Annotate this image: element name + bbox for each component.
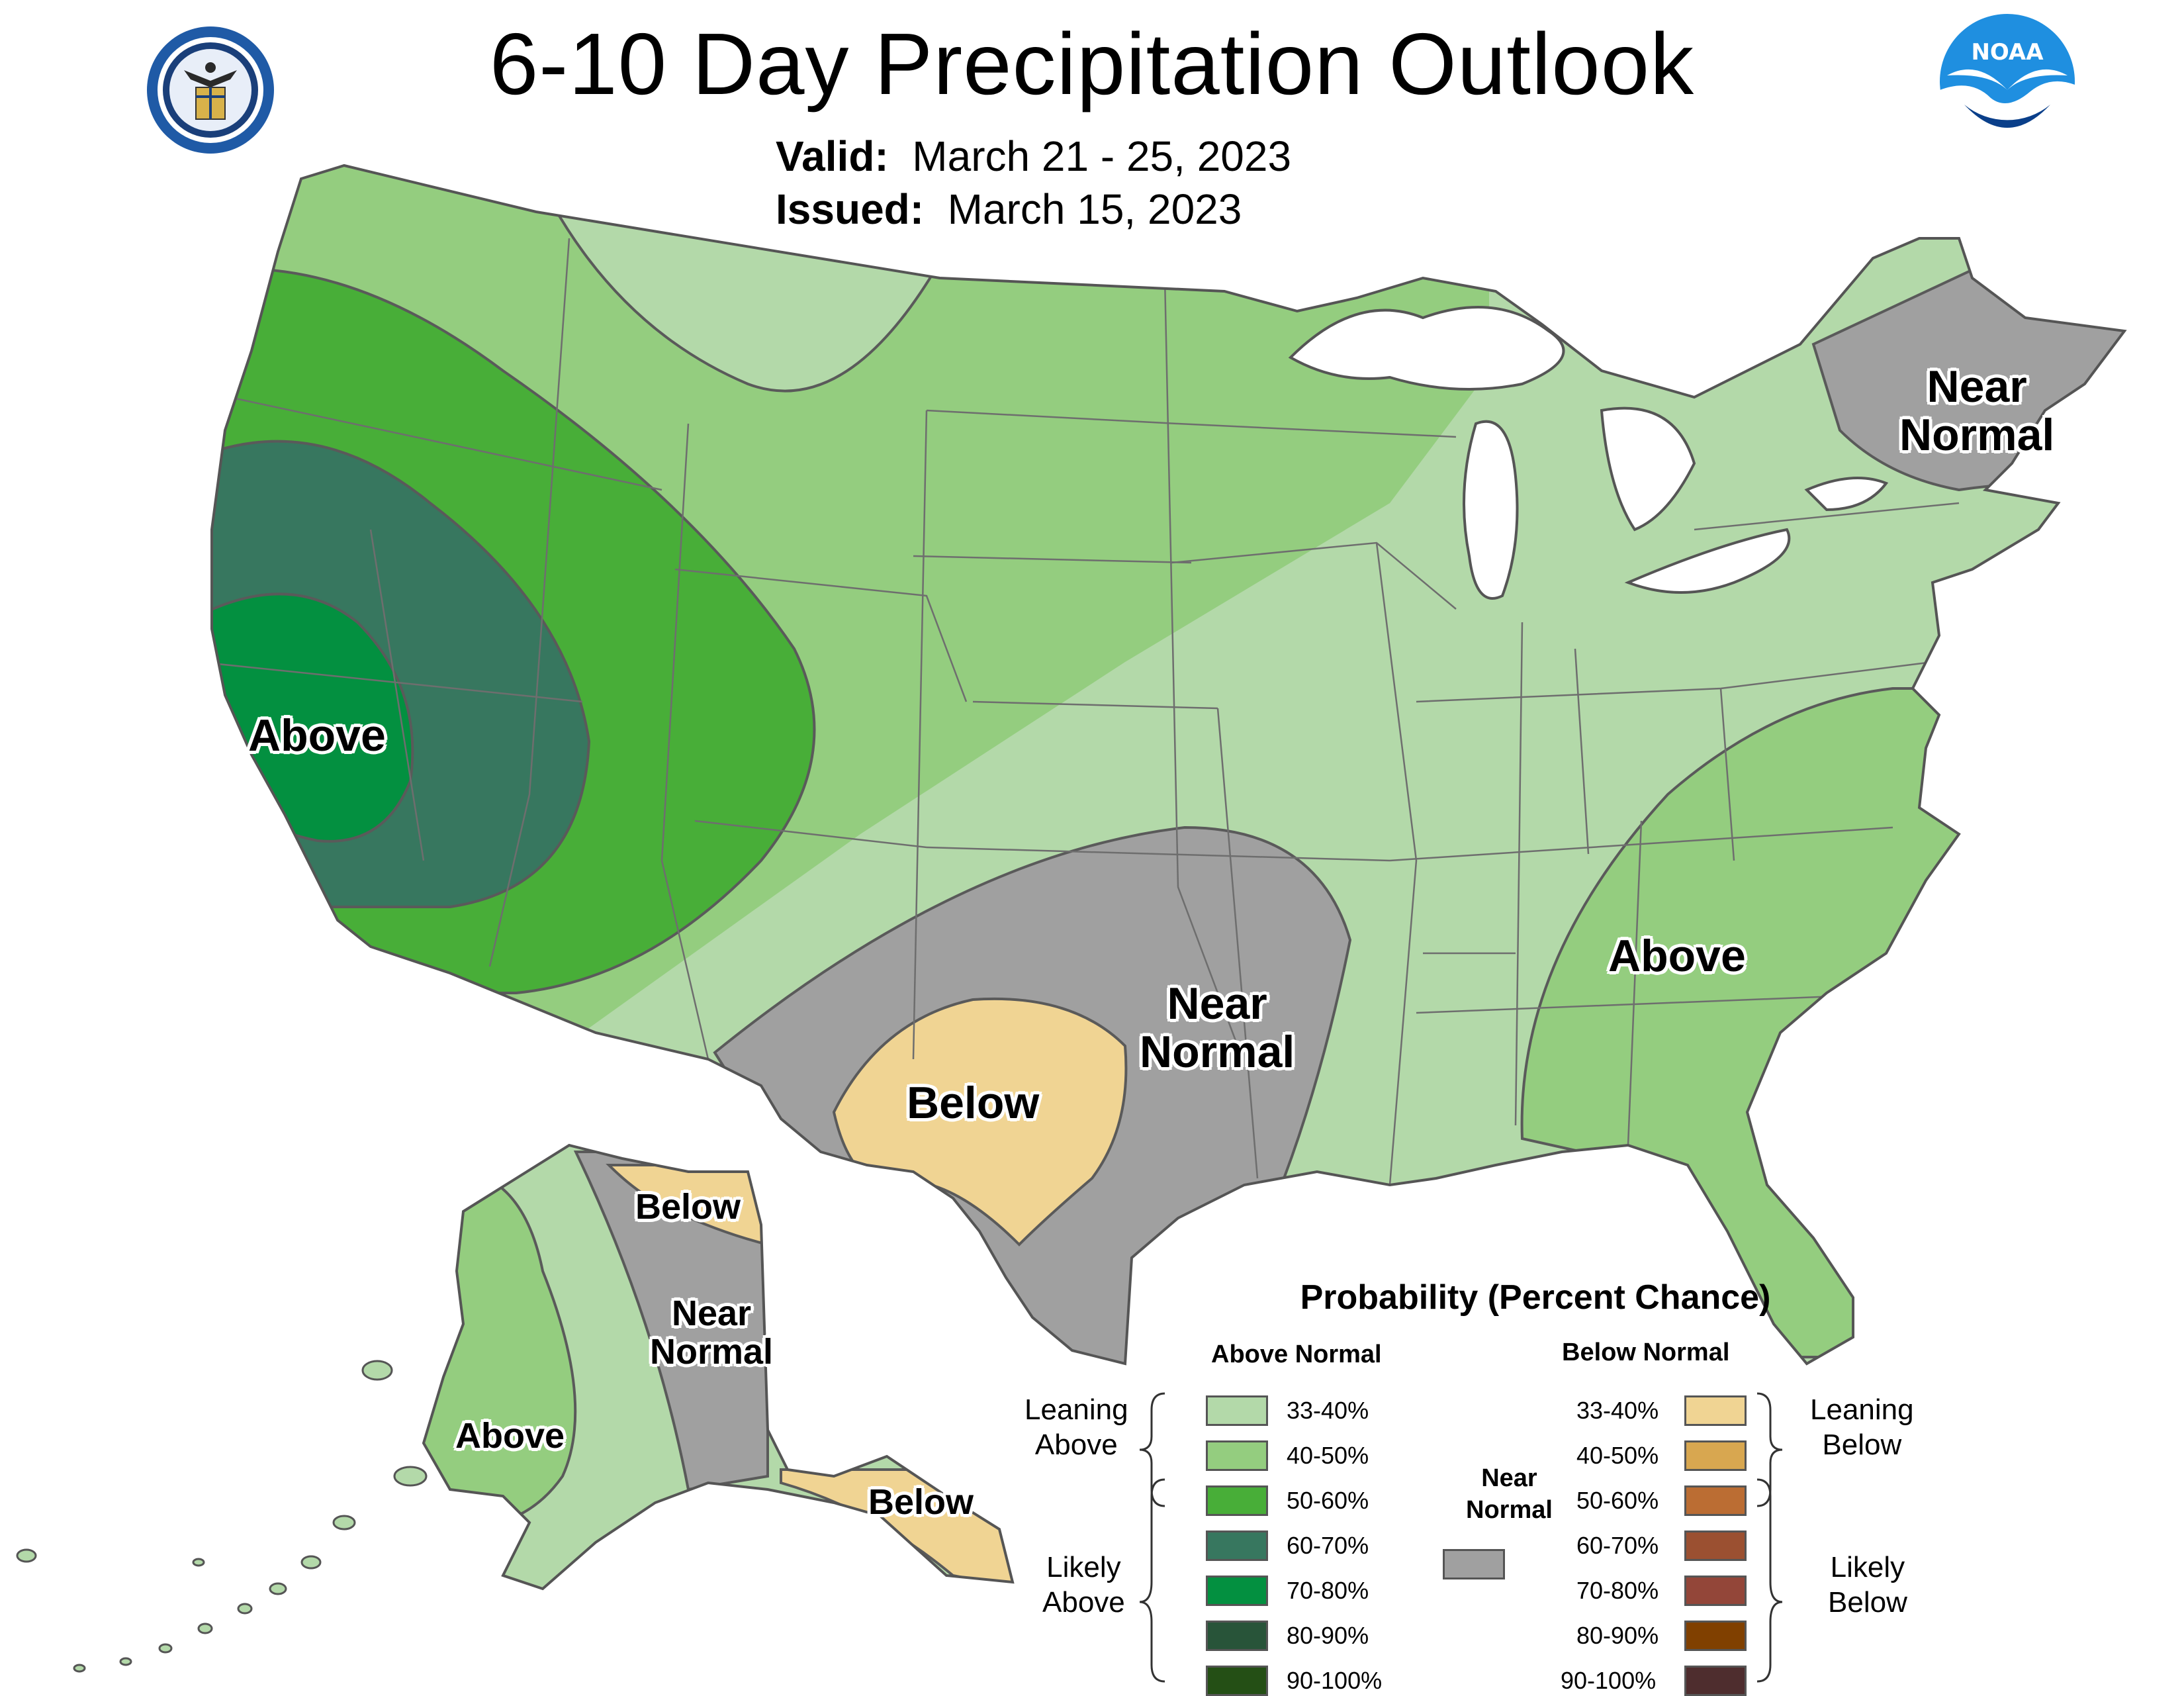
legend-near-line1: Near — [1481, 1464, 1537, 1492]
legend-likely-above: Likely Above — [1042, 1550, 1125, 1621]
legend-swatch-below-1 — [1684, 1395, 1747, 1426]
ak-zone-near-normal — [573, 1151, 769, 1491]
legend-swatch-above-7 — [1206, 1666, 1268, 1696]
legend-swatch-below-2 — [1684, 1440, 1747, 1471]
legend-likely-below-line2: Below — [1828, 1585, 1907, 1619]
department-of-commerce-seal-icon — [147, 26, 274, 154]
legend-above-header: Above Normal — [1211, 1341, 1382, 1368]
issued-value: March 15, 2023 — [947, 185, 1242, 233]
noaa-logo-icon: NOAA — [1940, 14, 2075, 151]
legend-likely-below-line1: Likely — [1830, 1551, 1905, 1583]
legend-label-above-2: 40-50% — [1287, 1442, 1369, 1469]
legend-swatch-below-3 — [1684, 1485, 1747, 1516]
legend-leaning-below-line1: Leaning — [1810, 1393, 1914, 1426]
legend-title: Probability (Percent Chance) — [1300, 1278, 1771, 1317]
legend-swatch-near-normal — [1443, 1549, 1505, 1579]
label-alaska-above: Above — [455, 1416, 565, 1456]
legend-leaning-below-line2: Below — [1822, 1428, 1902, 1461]
issued-label: Issued: — [776, 185, 925, 233]
label-alaska-below-south: Below — [868, 1482, 974, 1522]
label-northeast-near-normal: Near Normal — [1899, 361, 2055, 461]
legend-swatch-below-4 — [1684, 1531, 1747, 1561]
legend-label-above-5: 70-80% — [1287, 1577, 1369, 1604]
legend-label-above-7: 90-100% — [1287, 1667, 1383, 1694]
state-boundaries — [212, 238, 1960, 1186]
valid-label: Valid: — [776, 132, 889, 180]
label-alaska-near-line2: Normal — [650, 1332, 774, 1372]
valid-dates: Valid: March 21 - 25, 2023 — [776, 132, 1291, 180]
label-texas-below: Below — [907, 1078, 1040, 1128]
legend-near-normal-header: Near Normal — [1466, 1463, 1553, 1526]
legend-likely-above-line1: Likely — [1046, 1551, 1121, 1583]
label-west-above: Above — [248, 710, 386, 761]
legend-leaning-above-line1: Leaning — [1024, 1393, 1128, 1426]
legend-label-above-1: 33-40% — [1287, 1397, 1369, 1424]
label-northeast-near-line2: Normal — [1899, 410, 2055, 461]
great-lakes — [1288, 306, 1889, 600]
legend-leaning-above-line2: Above — [1034, 1428, 1118, 1461]
valid-value: March 21 - 25, 2023 — [912, 132, 1292, 180]
legend-swatch-above-6 — [1206, 1621, 1268, 1651]
legend-label-below-1: 33-40% — [1576, 1397, 1659, 1424]
legend-leaning-below: Leaning Below — [1810, 1393, 1914, 1463]
label-south-near-line2: Normal — [1140, 1027, 1295, 1078]
page-title: 6-10 Day Precipitation Outlook — [489, 15, 1695, 113]
legend-likely-below: Likely Below — [1828, 1550, 1907, 1621]
label-alaska-below-north: Below — [635, 1187, 741, 1227]
legend-leaning-above: Leaning Above — [1024, 1393, 1128, 1463]
legend-label-above-6: 80-90% — [1287, 1622, 1369, 1649]
legend-label-above-3: 50-60% — [1287, 1487, 1369, 1514]
legend-label-below-3: 50-60% — [1576, 1487, 1659, 1514]
legend-swatch-below-6 — [1684, 1621, 1747, 1651]
legend-likely-above-line2: Above — [1042, 1585, 1125, 1619]
legend-swatch-above-2 — [1206, 1440, 1268, 1471]
noaa-text: NOAA — [1971, 39, 2044, 66]
legend-near-line2: Normal — [1466, 1495, 1553, 1524]
legend-swatch-above-3 — [1206, 1485, 1268, 1516]
legend-swatch-above-5 — [1206, 1576, 1268, 1606]
legend-swatch-below-7 — [1684, 1666, 1747, 1696]
alaska-islands — [16, 1360, 428, 1673]
legend-label-below-6: 80-90% — [1576, 1622, 1659, 1649]
legend-below-header: Below Normal — [1562, 1339, 1730, 1366]
legend-label-below-7: 90-100% — [1561, 1667, 1657, 1694]
legend-swatch-below-5 — [1684, 1576, 1747, 1606]
ak-zone-below-north — [606, 1164, 769, 1247]
legend-label-below-5: 70-80% — [1576, 1577, 1659, 1604]
label-south-near-line1: Near — [1167, 978, 1267, 1029]
legend-brackets — [1139, 1392, 1783, 1683]
label-alaska-near-line1: Near — [671, 1294, 752, 1333]
label-southeast-above: Above — [1608, 931, 1746, 981]
issued-date: Issued: March 15, 2023 — [776, 185, 1242, 233]
label-alaska-near-normal: Near Normal — [650, 1294, 773, 1372]
label-south-near-normal: Near Normal — [1140, 978, 1295, 1078]
legend-label-above-4: 60-70% — [1287, 1532, 1369, 1559]
legend-swatch-above-4 — [1206, 1531, 1268, 1561]
legend-label-below-4: 60-70% — [1576, 1532, 1659, 1559]
label-northeast-near-line1: Near — [1927, 361, 2027, 412]
legend-label-below-2: 40-50% — [1576, 1442, 1659, 1469]
legend-swatch-above-1 — [1206, 1395, 1268, 1426]
